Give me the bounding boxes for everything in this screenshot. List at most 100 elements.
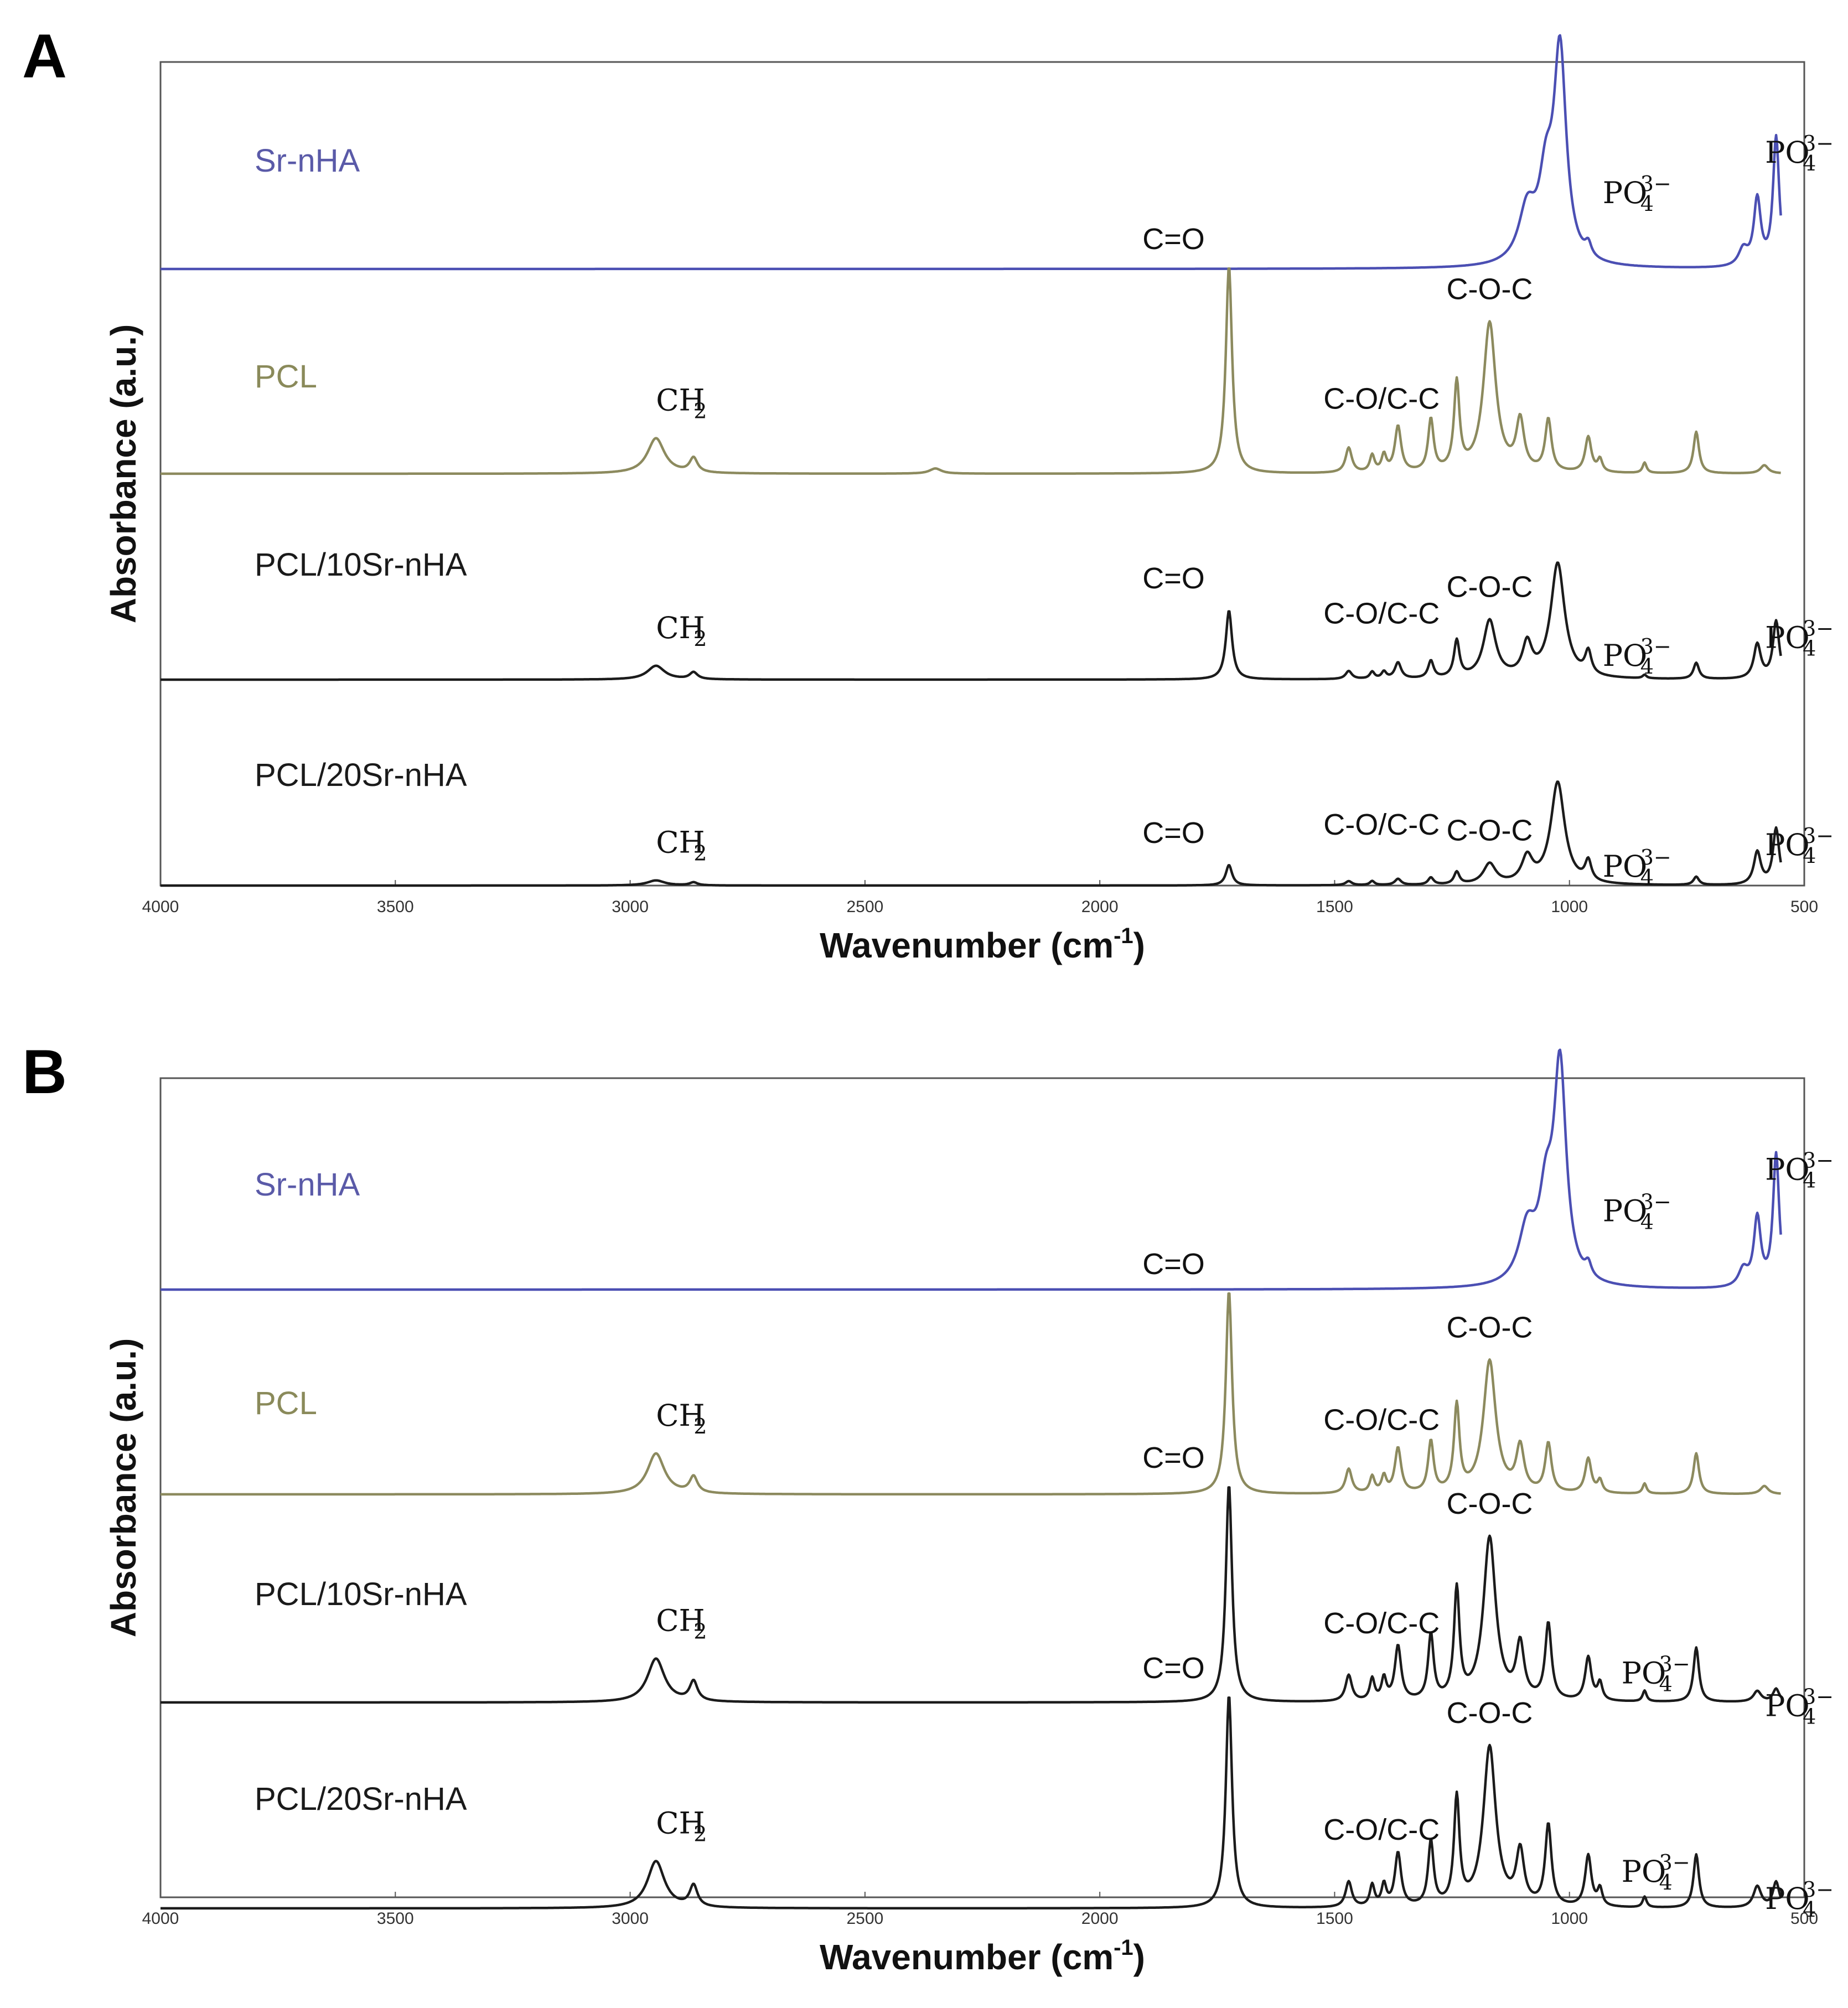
ion-subscript: 4	[1640, 865, 1654, 889]
series-label-pcl: PCL	[255, 359, 317, 395]
peak-annotation: C=O	[1142, 562, 1205, 595]
peak-annotation: C=O	[1142, 1652, 1205, 1685]
ion-base: PO	[1765, 1689, 1810, 1724]
series-line-pcl-10sr-nha	[160, 1486, 1782, 1704]
series-line-pcl-10sr-nha	[160, 561, 1782, 681]
ion-base: PO	[1603, 1193, 1648, 1228]
peak-annotation-ch: CH2	[656, 1805, 707, 1846]
x-tick-label: 2000	[1081, 898, 1119, 916]
peak-annotation: C-O/C-C	[1323, 597, 1440, 630]
panel-b: B 4000 3500 3000 2500 2000 1500 1000 500 Wavenumb…	[22, 1037, 1834, 1977]
peak-annotation-ch: CH2	[656, 610, 707, 651]
ion-superscript: 3−	[1640, 845, 1671, 870]
peak-annotation-ch: CH2	[656, 1398, 707, 1438]
ion-base: PO	[1765, 620, 1810, 655]
x-tick-label: 1000	[1551, 898, 1588, 916]
ion-base: PO	[1765, 1881, 1810, 1916]
series-line-pcl-20sr-nha	[160, 1696, 1782, 1910]
panel-letter: A	[22, 22, 67, 91]
x-tick-label: 3000	[612, 1909, 649, 1928]
ion-superscript: 3−	[1640, 1189, 1671, 1214]
series-line-pcl-20sr-nha	[160, 780, 1782, 887]
ion-subscript: 4	[1803, 1168, 1816, 1193]
series-label-pcl-20sr-nha: PCL/20Sr-nHA	[255, 757, 467, 793]
peak-annotation: C-O-C	[1446, 814, 1533, 847]
ion-superscript: 3−	[1640, 634, 1671, 659]
ion-subscript: 2	[693, 1619, 707, 1644]
peak-annotation: C=O	[1142, 1441, 1205, 1474]
ion-base: CH	[656, 1398, 705, 1433]
x-tick-label: 1500	[1316, 898, 1353, 916]
series-line-pcl	[160, 267, 1782, 475]
ion-subscript: 4	[1803, 843, 1816, 868]
ion-superscript: 3−	[1803, 824, 1834, 848]
peak-annotation: C-O/C-C	[1323, 1607, 1440, 1640]
peak-annotation: C-O/C-C	[1323, 808, 1440, 841]
ion-subscript: 2	[693, 841, 707, 866]
ion-base: CH	[656, 610, 705, 645]
peak-annotation: C-O-C	[1446, 1696, 1533, 1730]
x-tick-label: 4000	[142, 898, 179, 916]
series-label-pcl-20sr-nha: PCL/20Sr-nHA	[255, 1781, 467, 1817]
y-axis-title: Absorbance (a.u.)	[103, 324, 143, 624]
ion-base: PO	[1765, 827, 1810, 862]
ion-subscript: 4	[1803, 151, 1816, 175]
ion-base: PO	[1603, 849, 1648, 884]
x-tick-label: 1500	[1316, 1909, 1353, 1928]
ion-base: PO	[1622, 1656, 1666, 1691]
peak-annotation: C-O/C-C	[1323, 382, 1440, 416]
peak-annotation-ch: CH2	[656, 1603, 707, 1644]
x-tick-label: 500	[1790, 898, 1818, 916]
ion-base: CH	[656, 825, 705, 860]
ion-superscript: 3−	[1659, 1652, 1690, 1676]
peak-annotation: C-O-C	[1446, 571, 1533, 604]
series-label-sr-nha: Sr-nHA	[255, 143, 360, 179]
panels: A 4000 3500 3000 2500 2000 1500 1000 500 Wavenumb…	[22, 22, 1834, 1977]
panel-letter: B	[22, 1037, 67, 1106]
peak-annotation-ch: CH2	[656, 825, 707, 866]
panel-a: A 4000 3500 3000 2500 2000 1500 1000 500 Wavenumb…	[22, 22, 1834, 965]
peak-annotation: C=O	[1142, 222, 1205, 256]
peak-annotation: C-O-C	[1446, 273, 1533, 306]
ion-base: CH	[656, 383, 705, 418]
peak-annotation: C-O/C-C	[1323, 1813, 1440, 1846]
ion-subscript: 4	[1803, 1705, 1816, 1729]
ion-superscript: 3−	[1803, 1685, 1834, 1709]
peak-annotation: C=O	[1142, 816, 1205, 850]
series-label-pcl: PCL	[255, 1385, 317, 1421]
x-tick-label: 1000	[1551, 1909, 1588, 1928]
x-tick-label: 3500	[377, 1909, 414, 1928]
series-label-sr-nha: Sr-nHA	[255, 1167, 360, 1203]
ion-subscript: 2	[693, 1414, 707, 1438]
x-tick-label: 4000	[142, 1909, 179, 1928]
x-tick-label: 3000	[612, 898, 649, 916]
x-tick-label: 2000	[1081, 1909, 1119, 1928]
ion-subscript: 4	[1659, 1870, 1673, 1895]
ion-subscript: 4	[1803, 1897, 1816, 1922]
ion-subscript: 4	[1640, 192, 1654, 216]
ion-base: CH	[656, 1603, 705, 1638]
peak-annotation-ch: CH2	[656, 383, 707, 423]
ion-superscript: 3−	[1640, 172, 1671, 196]
ion-superscript: 3−	[1803, 1877, 1834, 1902]
ion-superscript: 3−	[1803, 616, 1834, 640]
ion-base: CH	[656, 1805, 705, 1840]
ion-subscript: 2	[693, 399, 707, 423]
x-axis-title: Wavenumber (cm-1)	[820, 1935, 1145, 1977]
ion-subscript: 4	[1640, 654, 1654, 679]
ion-superscript: 3−	[1803, 1148, 1834, 1173]
y-axis-title: Absorbance (a.u.)	[103, 1338, 143, 1638]
x-tick-label: 2500	[846, 898, 883, 916]
ion-base: PO	[1622, 1854, 1666, 1889]
